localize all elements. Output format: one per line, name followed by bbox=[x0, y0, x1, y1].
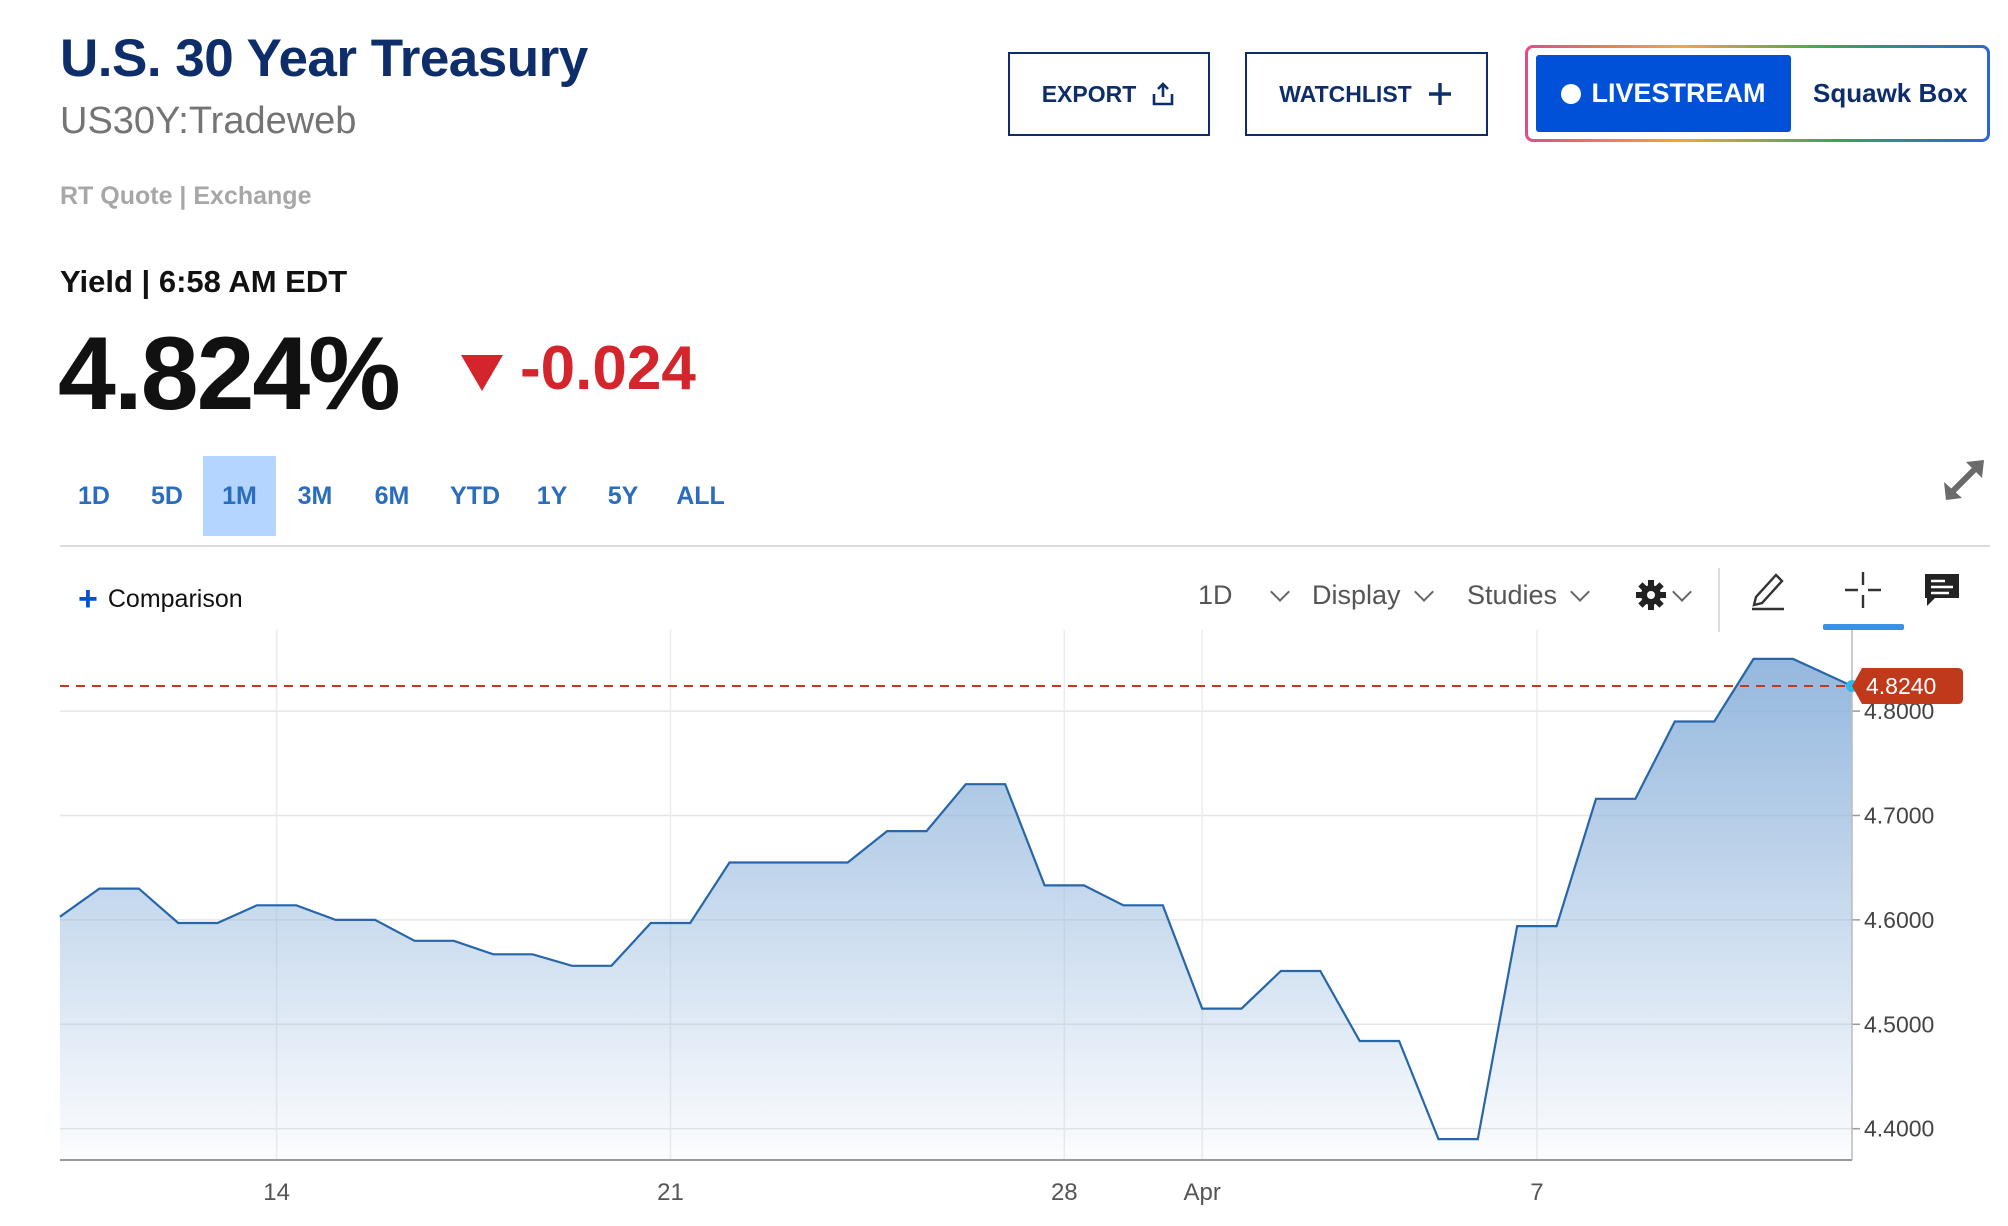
active-tool-indicator bbox=[1823, 624, 1904, 630]
crosshair-icon[interactable] bbox=[1843, 570, 1883, 610]
livestream-label: LIVESTREAM bbox=[1591, 78, 1766, 108]
range-tab-1d[interactable]: 1D bbox=[78, 482, 110, 510]
studies-dropdown[interactable]: Studies bbox=[1467, 575, 1590, 615]
comparison-button[interactable]: + Comparison bbox=[78, 582, 243, 616]
y-tick-label: 4.7000 bbox=[1864, 802, 1934, 828]
range-tab-3m[interactable]: 3M bbox=[297, 482, 333, 510]
plus-icon: + bbox=[78, 580, 98, 618]
section-divider bbox=[60, 545, 1990, 547]
export-label: EXPORT bbox=[1041, 80, 1137, 107]
current-value-label: 4.8240 bbox=[1866, 673, 1936, 699]
x-tick-label: 28 bbox=[1051, 1179, 1078, 1206]
rt-quote-label: RT Quote | Exchange bbox=[60, 182, 312, 210]
range-tab-5y[interactable]: 5Y bbox=[607, 482, 639, 510]
comment-icon[interactable] bbox=[1923, 572, 1961, 608]
yield-change: -0.024 bbox=[520, 334, 696, 403]
display-dropdown[interactable]: Display bbox=[1312, 575, 1434, 615]
page-title: U.S. 30 Year Treasury bbox=[60, 29, 588, 88]
studies-label: Studies bbox=[1467, 579, 1558, 610]
chart-area-fill bbox=[60, 658, 1852, 1160]
range-tab-ytd[interactable]: YTD bbox=[450, 482, 500, 510]
interval-dropdown[interactable]: 1D bbox=[1198, 575, 1290, 615]
share-upload-icon bbox=[1152, 82, 1174, 106]
watchlist-label: WATCHLIST bbox=[1279, 80, 1412, 107]
livestream-widget: LIVESTREAM Squawk Box bbox=[1525, 45, 1990, 142]
live-dot-icon bbox=[1561, 83, 1582, 104]
chevron-down-icon bbox=[1672, 582, 1692, 602]
x-tick-label: 21 bbox=[657, 1179, 684, 1206]
ticker-symbol: US30Y:Tradeweb bbox=[60, 100, 357, 142]
squawk-box-link[interactable]: Squawk Box bbox=[1813, 78, 1968, 108]
down-arrow-icon bbox=[461, 355, 503, 391]
range-tab-5d[interactable]: 5D bbox=[151, 482, 183, 510]
livestream-button[interactable]: LIVESTREAM bbox=[1536, 55, 1791, 132]
chevron-down-icon bbox=[1570, 582, 1590, 602]
chevron-down-icon bbox=[1413, 582, 1434, 602]
pencil-draw-icon[interactable] bbox=[1748, 569, 1788, 611]
y-tick-label: 4.5000 bbox=[1864, 1011, 1934, 1037]
y-tick-label: 4.4000 bbox=[1864, 1116, 1934, 1142]
x-tick-label: Apr bbox=[1183, 1179, 1220, 1206]
chart-series-line bbox=[59, 657, 1853, 1141]
plus-icon bbox=[1428, 83, 1451, 105]
watchlist-button[interactable]: WATCHLIST bbox=[1245, 52, 1488, 136]
range-tab-1m[interactable]: 1M bbox=[203, 456, 276, 536]
toolbar-separator bbox=[1718, 568, 1720, 632]
range-tab-1y[interactable]: 1Y bbox=[536, 482, 568, 510]
settings-dropdown[interactable] bbox=[1635, 575, 1692, 615]
current-yield: 4.824% bbox=[58, 316, 401, 432]
display-label: Display bbox=[1312, 579, 1401, 610]
x-tick-label: 14 bbox=[263, 1179, 290, 1206]
settings-gear-icon bbox=[1636, 580, 1666, 610]
range-tab-6m[interactable]: 6M bbox=[374, 482, 410, 510]
expand-icon[interactable] bbox=[1938, 454, 1990, 506]
chevron-down-icon bbox=[1269, 582, 1290, 602]
yield-timestamp: Yield | 6:58 AM EDT bbox=[60, 264, 348, 299]
x-tick-label: 7 bbox=[1530, 1179, 1543, 1206]
interval-label: 1D bbox=[1198, 579, 1233, 610]
y-tick-label: 4.6000 bbox=[1864, 907, 1934, 933]
range-tab-all[interactable]: ALL bbox=[676, 482, 725, 510]
comparison-label: Comparison bbox=[107, 584, 243, 613]
export-button[interactable]: EXPORT bbox=[1008, 52, 1210, 136]
current-value-badge: 4.8240 bbox=[1852, 668, 1963, 705]
